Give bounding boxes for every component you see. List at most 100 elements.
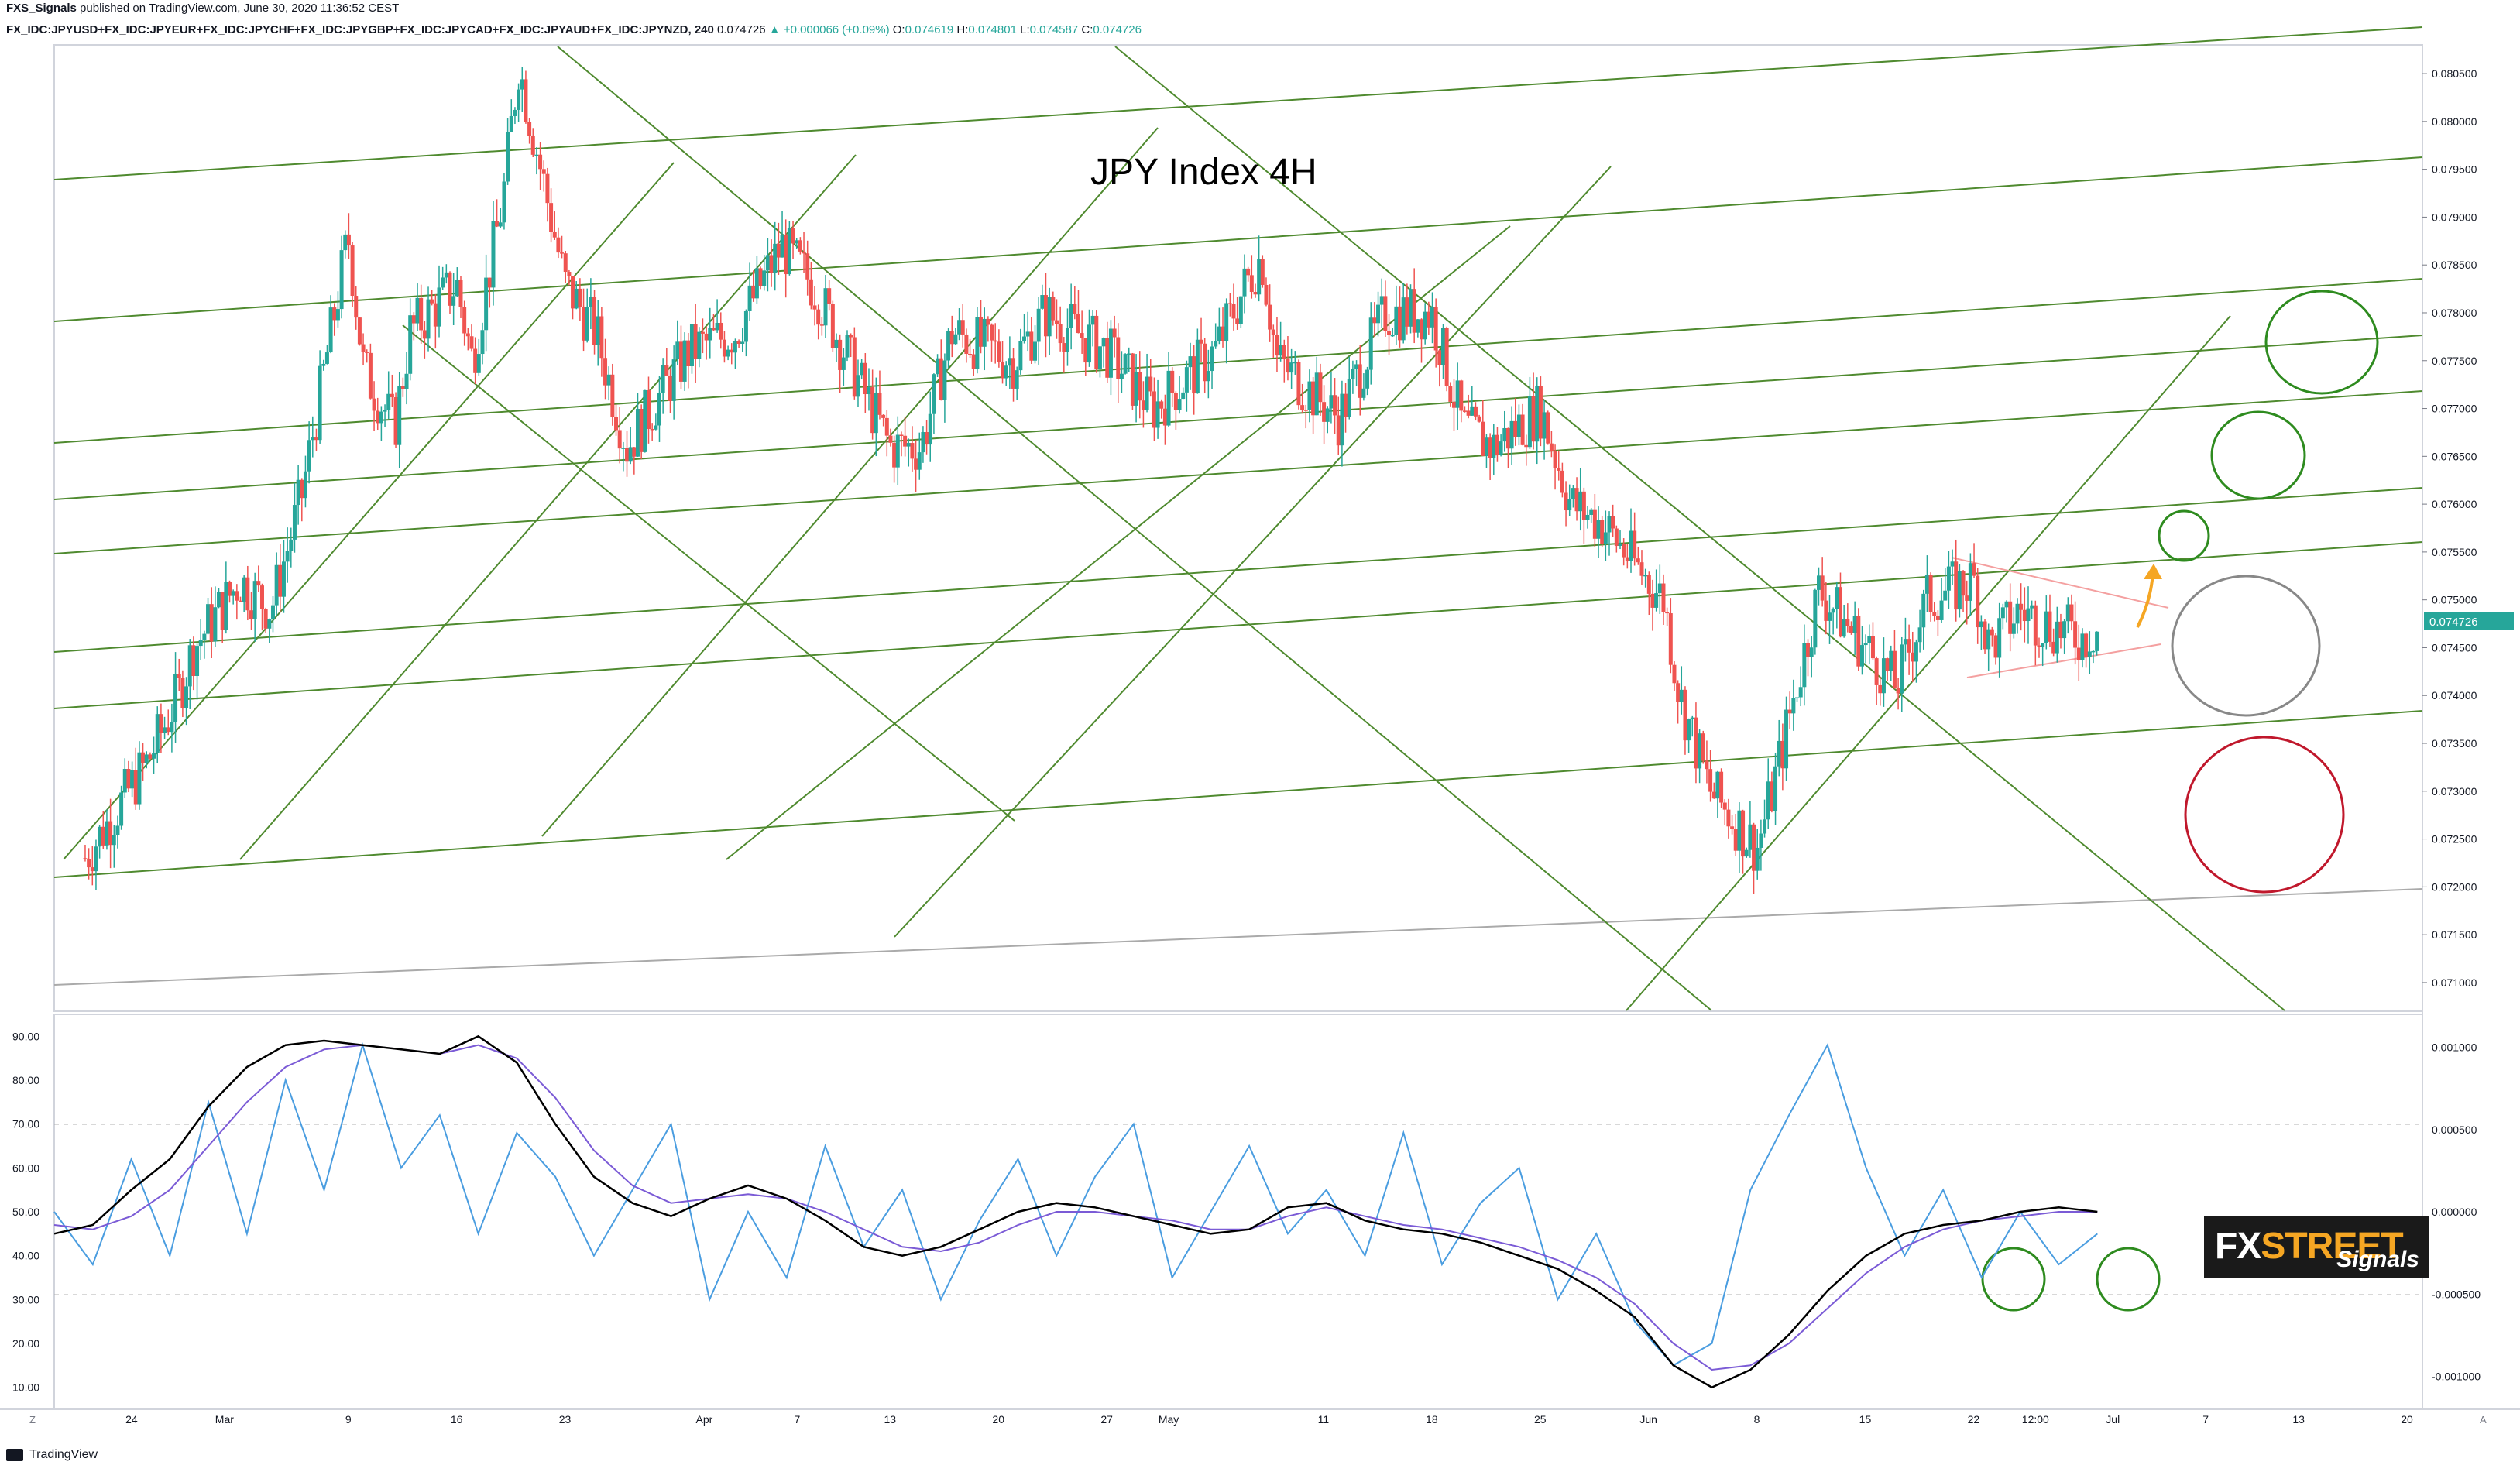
price-tick-label: 0.074500 bbox=[2432, 641, 2477, 654]
candle-body bbox=[1513, 420, 1518, 437]
date-tick-label: 12:00 bbox=[2022, 1413, 2049, 1426]
candle-body bbox=[513, 109, 517, 116]
candle-body bbox=[1726, 809, 1731, 827]
candle-body bbox=[545, 173, 550, 204]
date-tick-label: Apr bbox=[696, 1413, 713, 1426]
candle-body bbox=[419, 297, 424, 331]
candle-body bbox=[1405, 297, 1409, 327]
candle-body bbox=[390, 393, 394, 398]
candle-body bbox=[1112, 328, 1117, 338]
candle-body bbox=[899, 434, 904, 437]
candle-body bbox=[722, 339, 726, 357]
candle-body bbox=[108, 821, 113, 846]
candle-body bbox=[2095, 631, 2099, 651]
candle-body bbox=[1596, 520, 1601, 539]
osc-tick-label: 90.00 bbox=[12, 1030, 39, 1042]
candle-body bbox=[1643, 575, 1648, 577]
candle-body bbox=[1856, 616, 1861, 667]
candle-body bbox=[361, 344, 366, 352]
candle-body bbox=[235, 591, 239, 601]
candle-body bbox=[195, 646, 200, 677]
candle-body bbox=[1238, 296, 1243, 324]
open-value: 0.074619 bbox=[905, 23, 954, 36]
candle-body bbox=[1221, 326, 1225, 341]
candle-body bbox=[1581, 491, 1586, 520]
tradingview-brand[interactable]: TradingView bbox=[6, 1448, 98, 1462]
candle-body bbox=[1499, 441, 1503, 455]
osc-tick-label: 70.00 bbox=[12, 1118, 39, 1130]
published-text: published on TradingView.com, June 30, 2… bbox=[80, 2, 400, 15]
candle-body bbox=[285, 551, 290, 562]
candle-body bbox=[1755, 847, 1760, 871]
candle-body bbox=[1145, 376, 1149, 410]
candle-body bbox=[1885, 658, 1890, 671]
osc-rsi-line bbox=[53, 1042, 2098, 1367]
candle-body bbox=[1130, 353, 1135, 406]
high-label: H: bbox=[956, 23, 969, 36]
candle-body bbox=[1015, 370, 1019, 389]
candle-body bbox=[1838, 587, 1842, 637]
candle-body bbox=[556, 237, 561, 253]
price-tick-label: 0.073500 bbox=[2432, 737, 2477, 750]
candle-body bbox=[1824, 600, 1828, 621]
candle-body bbox=[809, 279, 813, 306]
author-name[interactable]: FXS_Signals bbox=[6, 2, 77, 15]
candle-body bbox=[1069, 304, 1073, 328]
candle-body bbox=[1116, 337, 1121, 379]
candle-body bbox=[1567, 499, 1572, 511]
candle-body bbox=[1455, 380, 1460, 408]
candle-body bbox=[1333, 395, 1337, 416]
candle-body bbox=[1759, 833, 1763, 848]
candle-body bbox=[1492, 434, 1496, 458]
candle-body bbox=[509, 115, 513, 132]
candle-body bbox=[90, 867, 94, 872]
candle-body bbox=[476, 354, 481, 373]
candle-body bbox=[1972, 563, 1976, 576]
corner-a[interactable]: A bbox=[2480, 1414, 2487, 1426]
candle-body bbox=[332, 307, 337, 321]
candle-body bbox=[1701, 733, 1705, 761]
candle-body bbox=[1159, 401, 1164, 409]
candle-body bbox=[1665, 612, 1670, 614]
candle-body bbox=[1549, 443, 1554, 451]
candle-body bbox=[823, 288, 828, 326]
candle-body bbox=[119, 792, 124, 826]
candle-body bbox=[2030, 605, 2034, 609]
candle-body bbox=[180, 678, 185, 708]
corner-z[interactable]: Z bbox=[29, 1414, 36, 1426]
candle-body bbox=[1722, 802, 1727, 810]
change-text: ▲ +0.000066 (+0.09%) bbox=[768, 23, 890, 36]
osc-circle-green bbox=[2096, 1247, 2161, 1312]
candle-body bbox=[1650, 593, 1655, 608]
candle-body bbox=[726, 349, 730, 357]
candle-body bbox=[2062, 621, 2067, 639]
candle-body bbox=[2041, 643, 2045, 647]
candle-body bbox=[1173, 393, 1178, 410]
candle-body bbox=[259, 585, 264, 609]
candle-body bbox=[1614, 528, 1619, 547]
candle-body bbox=[563, 253, 568, 273]
candle-body bbox=[289, 539, 294, 551]
candle-body bbox=[281, 561, 286, 597]
price-tick-label: 0.079000 bbox=[2432, 211, 2477, 223]
candle-body bbox=[372, 398, 376, 411]
price-tick-label: 0.077000 bbox=[2432, 403, 2477, 415]
candle-body bbox=[1195, 339, 1200, 394]
candle-body bbox=[719, 322, 723, 340]
candle-body bbox=[1542, 412, 1547, 439]
candle-body bbox=[1210, 346, 1214, 372]
symbol-line: FX_IDC:JPYUSD+FX_IDC:JPYEUR+FX_IDC:JPYCH… bbox=[6, 23, 1142, 36]
candle-body bbox=[166, 727, 170, 732]
osc-tick-label: 30.00 bbox=[12, 1293, 39, 1305]
open-label: O: bbox=[892, 23, 905, 36]
osc-ma-line bbox=[53, 1044, 2098, 1371]
candle-body bbox=[1698, 733, 1702, 769]
candle-body bbox=[787, 227, 791, 275]
candle-body bbox=[743, 310, 748, 342]
candle-body bbox=[1260, 259, 1265, 285]
date-tick-label: 9 bbox=[345, 1413, 352, 1426]
candle-body bbox=[1058, 324, 1063, 344]
symbol-text[interactable]: FX_IDC:JPYUSD+FX_IDC:JPYEUR+FX_IDC:JPYCH… bbox=[6, 23, 714, 36]
candle-body bbox=[1242, 268, 1247, 297]
